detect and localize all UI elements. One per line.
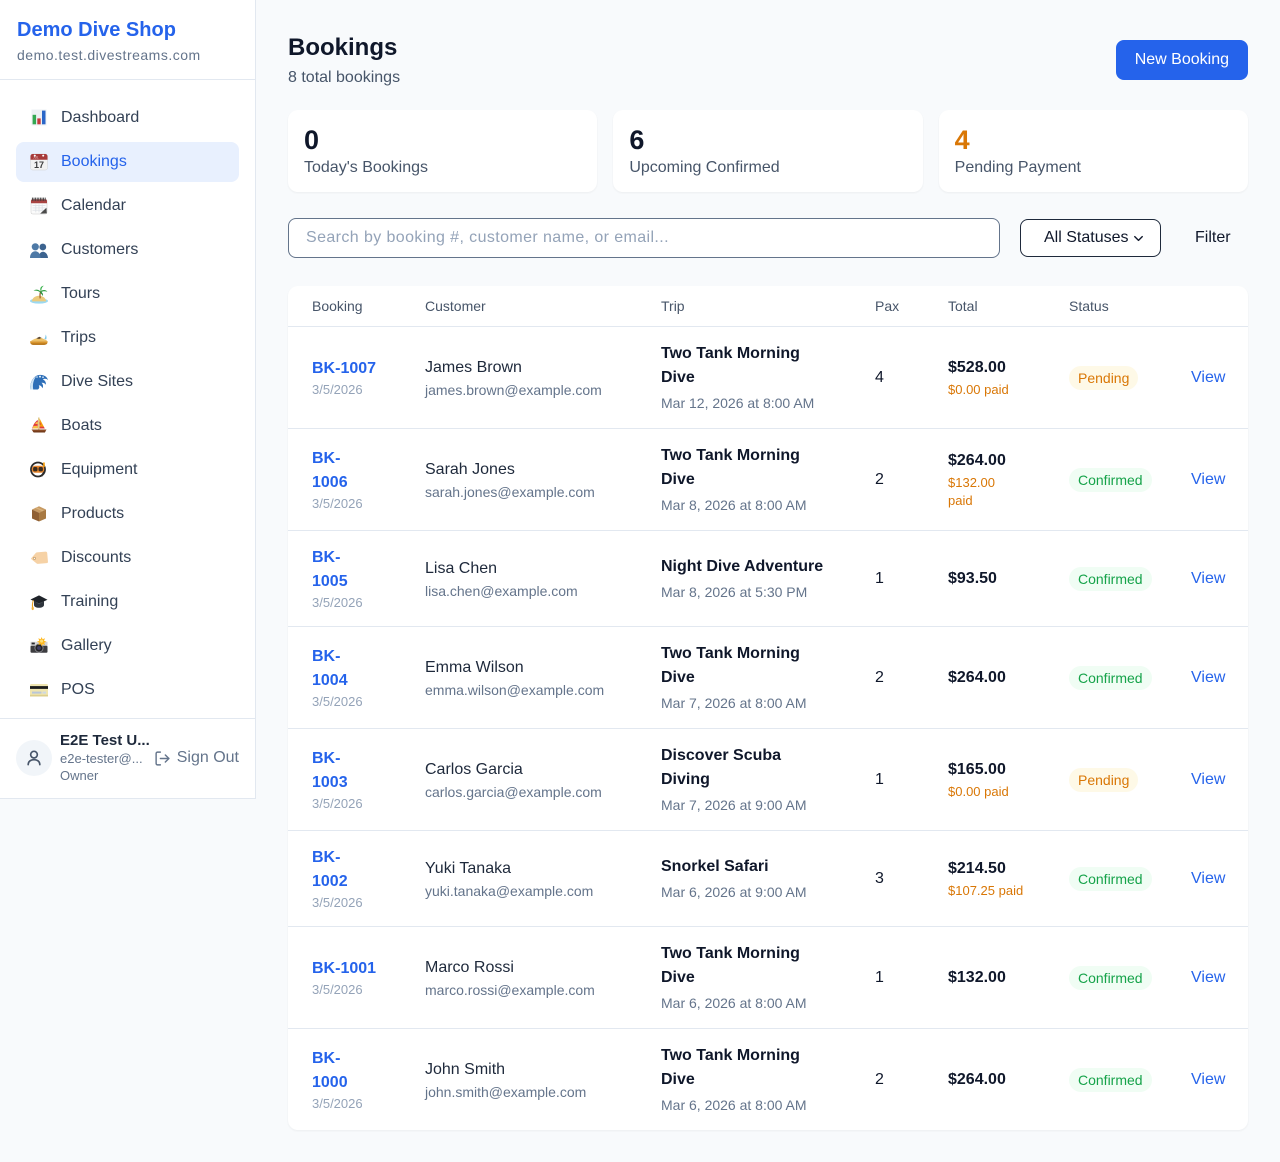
svg-text:JUL: JUL — [33, 156, 39, 160]
svg-text:17: 17 — [34, 160, 44, 170]
